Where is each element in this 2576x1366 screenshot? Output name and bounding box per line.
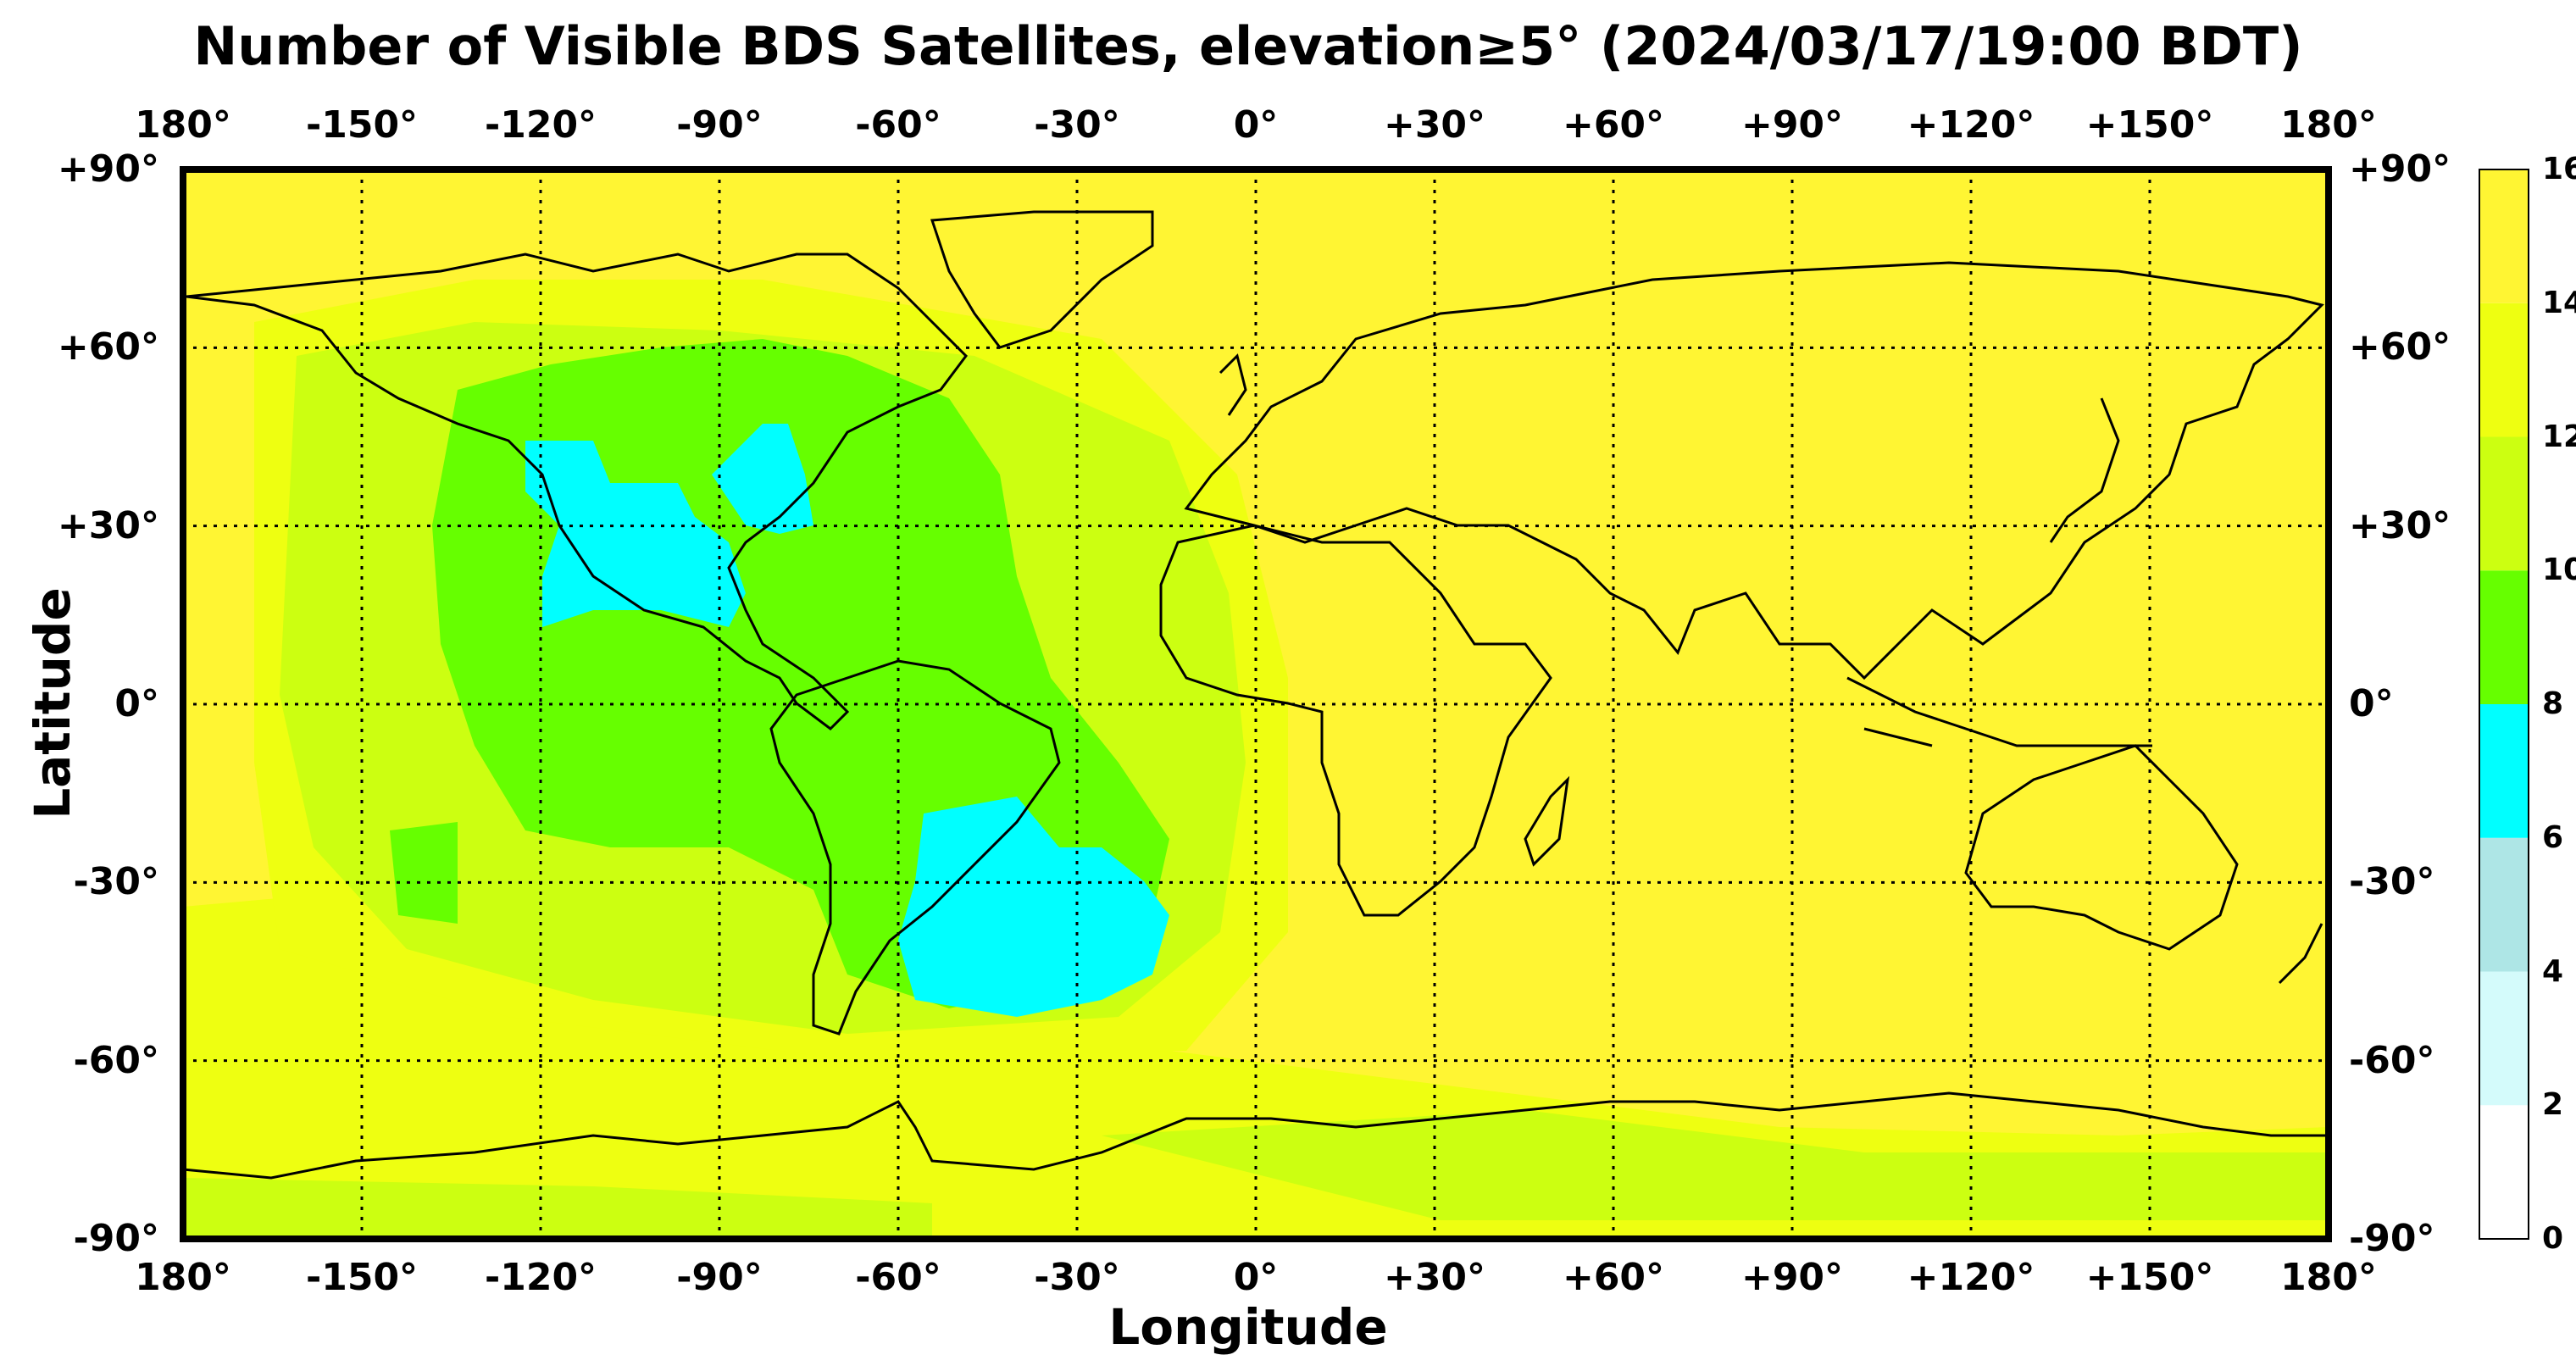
colorbar-tick-5: 6 [2542, 819, 2564, 855]
lon-tick-top-9: +90° [1740, 103, 1844, 147]
lon-tick-bottom-7: +30° [1383, 1256, 1486, 1299]
lat-tick-left-3: 0° [114, 682, 159, 725]
lat-tick-right-6: -90° [2349, 1217, 2435, 1260]
lon-tick-bottom-4: -60° [855, 1256, 941, 1299]
lon-tick-bottom-1: -150° [305, 1256, 419, 1299]
map-frame [180, 166, 2332, 1242]
colorbar-bin-7 [2479, 169, 2529, 303]
lat-tick-right-0: +90° [2349, 147, 2451, 191]
colorbar-tick-3: 10 [2542, 553, 2576, 588]
visibility-field-6-8 [525, 424, 1169, 1017]
lon-tick-top-4: -60° [855, 103, 941, 147]
south-america-coast [769, 659, 1061, 1036]
lat-tick-left-6: -90° [73, 1217, 160, 1260]
lon-tick-bottom-11: +150° [2085, 1256, 2214, 1299]
new-zealand-coast [2278, 923, 2323, 985]
uk-coast [1219, 353, 1247, 416]
indonesia-coast [1846, 676, 2152, 747]
colorbar-tick-6: 4 [2542, 953, 2564, 989]
colorbar-bin-1 [2479, 971, 2529, 1106]
lat-tick-left-5: -60° [73, 1038, 160, 1082]
colorbar-tick-8: 0 [2542, 1221, 2564, 1256]
japan-coast [2049, 397, 2120, 543]
colorbar-bin-5 [2479, 436, 2529, 571]
map-area [183, 169, 2329, 1239]
lon-tick-top-12: 180° [2280, 103, 2377, 147]
lon-tick-bottom-10: +120° [1907, 1256, 2035, 1299]
lat-tick-right-2: +30° [2349, 503, 2451, 547]
lat-tick-right-4: -30° [2349, 860, 2435, 904]
lat-tick-right-3: 0° [2349, 682, 2394, 725]
lon-tick-top-11: +150° [2085, 103, 2214, 147]
lat-tick-right-5: -60° [2349, 1038, 2435, 1082]
colorbar-bin-2 [2479, 837, 2529, 972]
lat-tick-left-4: -30° [73, 860, 160, 904]
coastlines [183, 210, 2329, 1180]
lon-tick-bottom-12: 180° [2280, 1256, 2377, 1299]
map-title: Number of Visible BDS Satellites, elevat… [193, 15, 2303, 77]
lon-tick-bottom-2: -120° [484, 1256, 597, 1299]
lat-tick-left-0: +90° [57, 147, 159, 191]
lon-tick-bottom-6: 0° [1233, 1256, 1279, 1299]
africa-coast [1159, 524, 1552, 917]
lon-tick-top-6: 0° [1233, 103, 1279, 147]
lon-tick-top-8: +60° [1562, 103, 1665, 147]
gridlines [183, 169, 2329, 1239]
x-axis-label: Longitude [1108, 1298, 1388, 1356]
lon-tick-bottom-3: -90° [676, 1256, 763, 1299]
colorbar-tick-2: 12 [2542, 419, 2576, 454]
lon-tick-bottom-5: -30° [1034, 1256, 1120, 1299]
madagascar-coast [1524, 775, 1570, 867]
colorbar-bin-4 [2479, 570, 2529, 704]
colorbar-frame [2479, 169, 2529, 1240]
colorbar-tick-7: 2 [2542, 1087, 2564, 1123]
lon-tick-top-10: +120° [1907, 103, 2035, 147]
y-axis-label: Latitude [24, 587, 81, 819]
lon-tick-top-2: -120° [484, 103, 597, 147]
north-america-coast [186, 253, 968, 730]
lon-tick-top-1: -150° [305, 103, 419, 147]
colorbar-bin-3 [2479, 704, 2529, 838]
lat-tick-left-2: +30° [57, 503, 159, 547]
colorbar-tick-4: 8 [2542, 686, 2564, 721]
colorbar-bin-0 [2479, 1105, 2529, 1239]
antarctica-coast [183, 1091, 2329, 1180]
lon-tick-bottom-9: +90° [1740, 1256, 1844, 1299]
lon-tick-top-3: -90° [676, 103, 763, 147]
europe-asia-coast [1184, 261, 2324, 680]
lon-tick-top-7: +30° [1383, 103, 1486, 147]
lon-tick-top-5: -30° [1034, 103, 1120, 147]
lon-tick-bottom-0: 180° [135, 1256, 231, 1299]
colorbar-tick-1: 14 [2542, 285, 2576, 320]
colorbar-tick-0: 16 [2542, 152, 2576, 186]
colorbar [2479, 169, 2529, 1239]
lat-tick-left-1: +60° [57, 325, 159, 369]
lat-tick-right-1: +60° [2349, 325, 2451, 369]
lon-tick-bottom-8: +60° [1562, 1256, 1665, 1299]
colorbar-bin-6 [2479, 303, 2529, 437]
lon-tick-top-0: 180° [135, 103, 231, 147]
australia-coast [1964, 744, 2239, 951]
